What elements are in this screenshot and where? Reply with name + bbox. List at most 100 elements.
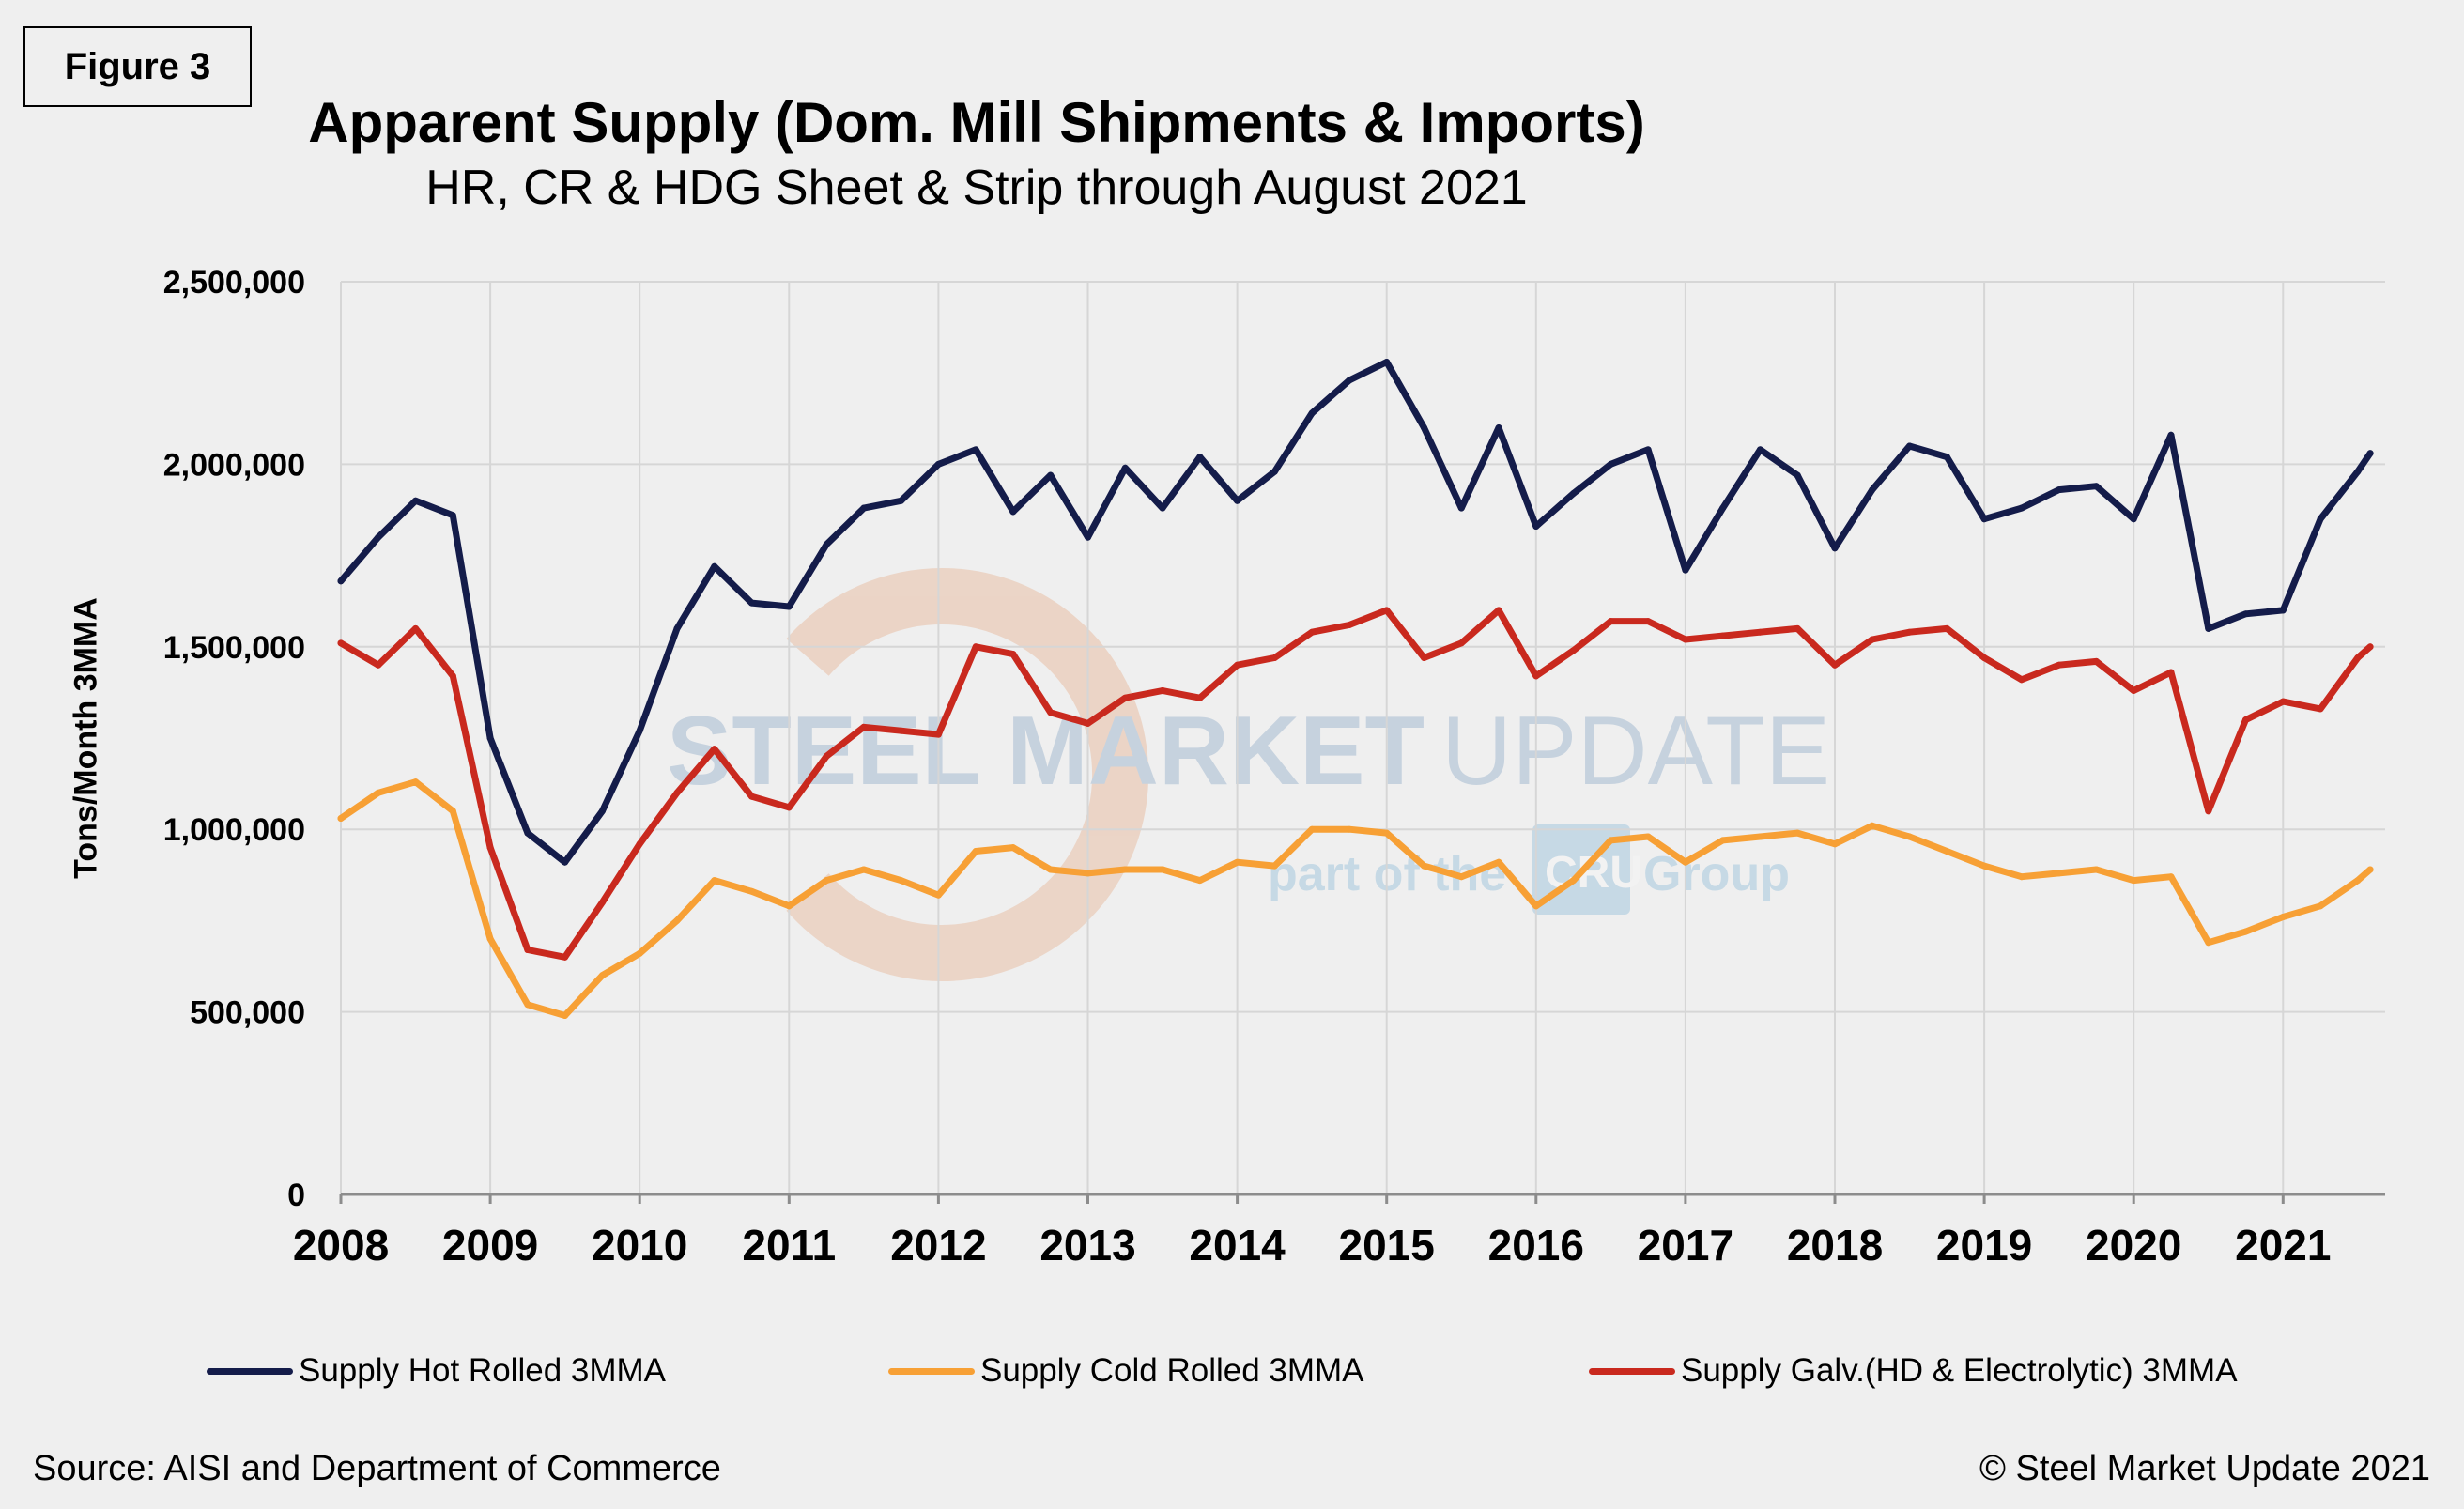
series-hot-rolled-point (449, 512, 456, 519)
series-cold-rolled-point (524, 1001, 531, 1009)
series-hot-rolled-point (2130, 516, 2137, 523)
series-hot-rolled-point (1009, 508, 1017, 516)
series-hot-rolled-point (1831, 545, 1839, 552)
series-galv-point (562, 953, 569, 961)
series-cold-rolled-point (1607, 837, 1614, 844)
series-galv-point (2354, 654, 2362, 661)
series-cold-rolled-point (1906, 833, 1914, 840)
series-hot-rolled-point (1121, 464, 1129, 471)
series-galv-point (673, 789, 681, 796)
series-cold-rolled-point (972, 848, 979, 855)
series-hot-rolled-point (934, 460, 942, 468)
series-cold-rolled-point (1420, 862, 1427, 870)
axes: 0 500,000 1,000,000 1,500,000 2,000,000 2,500… (163, 265, 2385, 1270)
series-hot-rolled-point (1756, 446, 1763, 454)
series-galv-point (1085, 719, 1091, 727)
series-hot-rolled-point (673, 624, 681, 632)
watermark-group: Group (1643, 847, 1790, 901)
series-galv-point (1308, 628, 1316, 636)
series-cold-rolled-point (2366, 866, 2374, 873)
legend-swatch-galv (1589, 1367, 1675, 1375)
series-galv-point (711, 746, 718, 753)
series-cold-rolled-point (449, 808, 456, 815)
series-galv-point (2366, 643, 2374, 651)
series-cold-rolled-point (2130, 877, 2137, 885)
x-tick-label: 2009 (442, 1221, 538, 1270)
series-hot-rolled-point (486, 734, 494, 742)
watermark-text-bold: STEEL MARKET (667, 697, 1424, 806)
series-galv-point (823, 752, 830, 760)
series-hot-rolled-point (1159, 504, 1166, 512)
x-tick-label: 2019 (1936, 1221, 2032, 1270)
y-axis-label: Tons/Month 3MMA (68, 597, 104, 879)
series-galv-point (785, 804, 793, 811)
series-hot-rolled-point (2354, 468, 2362, 475)
series-hot-rolled-point (898, 497, 905, 504)
series-cold-rolled-point (2354, 877, 2362, 885)
y-tick-label: 1,000,000 (163, 812, 305, 848)
series-galv-point (1532, 672, 1540, 680)
series-hot-rolled-point (598, 808, 606, 815)
series-cold-rolled-point (1495, 858, 1502, 866)
series-galv-point (2205, 808, 2212, 815)
x-tick-label: 2020 (2086, 1221, 2181, 1270)
legend-label: Supply Hot Rolled 3MMA (299, 1352, 666, 1389)
series-hot-rolled-point (1495, 424, 1502, 432)
y-tick-label: 0 (287, 1178, 305, 1213)
series-hot-rolled-point (1607, 460, 1614, 468)
series-hot-rolled-point (1085, 533, 1091, 541)
series-cold-rolled-point (337, 815, 345, 823)
watermark-logo: STEEL MARKET UPDATE part of the CRU Grou… (667, 568, 1830, 981)
series-hot-rolled-point (1794, 471, 1801, 479)
series-galv-point (375, 661, 382, 669)
series-cold-rolled-point (2279, 914, 2287, 921)
series-cold-rolled-point (1831, 840, 1839, 848)
legend-label: Supply Cold Rolled 3MMA (980, 1352, 1364, 1389)
x-tick-label: 2017 (1638, 1221, 1733, 1270)
series-galv-point (1943, 624, 1950, 632)
series-galv-point (1644, 618, 1652, 625)
x-tick-label: 2016 (1488, 1221, 1584, 1270)
series-cold-rolled-point (2018, 873, 2025, 881)
series-galv-point (2279, 698, 2287, 705)
series-cold-rolled-point (934, 891, 942, 899)
series-galv-point (1570, 647, 1578, 654)
series-cold-rolled-point (860, 866, 868, 873)
series-cold-rolled-point (1756, 833, 1763, 840)
series-galv-point (972, 643, 979, 651)
series-galv-point (1980, 654, 1988, 661)
x-tick-label: 2011 (742, 1221, 836, 1270)
series-galv-point (337, 639, 345, 647)
series-cold-rolled-point (2242, 928, 2250, 935)
series-galv-line (337, 607, 2374, 961)
series-galv-point (1196, 694, 1204, 701)
series-galv-point (598, 899, 606, 906)
series-cold-rolled-point (2205, 939, 2212, 947)
series-galv-point (636, 840, 643, 848)
series-cold-rolled-point (598, 972, 606, 979)
series-cold-rolled-point (1159, 866, 1166, 873)
series-cold-rolled-line (337, 778, 2374, 1019)
series-cold-rolled-point (562, 1011, 569, 1019)
series-cold-rolled-point (1085, 870, 1091, 877)
series-cold-rolled-point (1980, 862, 1988, 870)
series-cold-rolled-point (1532, 902, 1540, 910)
series-cold-rolled-point (711, 877, 718, 885)
series-galv-point (1495, 607, 1502, 614)
series-hot-rolled-point (1196, 454, 1204, 461)
series-hot-rolled-point (2279, 607, 2287, 614)
x-tick-label: 2010 (592, 1221, 687, 1270)
series-hot-rolled-point (2205, 624, 2212, 632)
series-hot-rolled-point (1047, 471, 1055, 479)
series-cold-rolled-point (1457, 873, 1465, 881)
series-cold-rolled-point (2167, 873, 2175, 881)
x-tick-label: 2013 (1040, 1221, 1135, 1270)
series-hot-rolled-point (2092, 483, 2100, 490)
series-galv-point (2317, 705, 2324, 713)
series-galv-point (524, 947, 531, 954)
series-galv-point (1794, 624, 1801, 632)
series-galv-point (1234, 661, 1241, 669)
series-cold-rolled-point (898, 877, 905, 885)
y-tick-label: 1,500,000 (163, 630, 305, 666)
